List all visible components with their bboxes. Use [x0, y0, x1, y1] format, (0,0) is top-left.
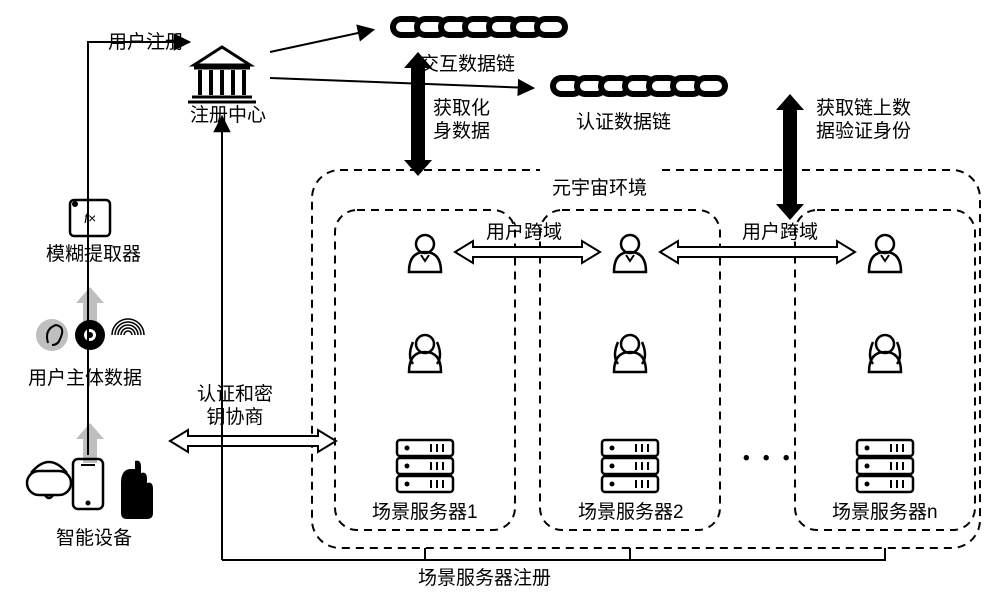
- label-server2: 场景服务器2: [578, 502, 684, 525]
- label-user-cross1: 用户跨域: [486, 222, 562, 245]
- phone-icon: [73, 459, 103, 509]
- label-reg-center: 注册中心: [190, 105, 266, 128]
- label-chain-interact: 交互数据链: [420, 54, 515, 77]
- scene2-icons: [602, 235, 658, 492]
- chain-interact-icon: [390, 16, 568, 38]
- label-fetch-verify: 获取链上数 据验证身份: [816, 98, 911, 144]
- svg-text:f×: f×: [84, 210, 96, 226]
- label-chain-auth: 认证数据链: [576, 112, 671, 135]
- label-auth-key: 认证和密 钥协商: [197, 384, 273, 430]
- label-servern: 场景服务器n: [832, 502, 938, 525]
- eye-icon: [75, 320, 105, 350]
- scene3-icons: [857, 235, 913, 492]
- label-user-data: 用户主体数据: [28, 368, 142, 391]
- vr-headset-icon: [27, 462, 71, 498]
- label-ellipsis: • • •: [743, 448, 794, 471]
- glove-icon: [121, 461, 153, 519]
- label-smart-dev: 智能设备: [56, 528, 132, 551]
- scene1-icons: [397, 235, 453, 492]
- fingerprint-icon: [112, 319, 144, 335]
- arrow-dev-to-bio: [76, 423, 104, 463]
- line-server-register: [222, 548, 885, 560]
- arrow-reg-to-chain2: [270, 78, 532, 88]
- label-metaverse: 元宇宙环境: [552, 178, 647, 201]
- label-user-register: 用户注册: [108, 32, 184, 55]
- label-user-cross2: 用户跨域: [742, 222, 818, 245]
- arrow-reg-to-chain1: [270, 30, 372, 52]
- chain-auth-icon: [550, 75, 728, 97]
- label-server1: 场景服务器1: [372, 502, 478, 525]
- label-fetch-avatar: 获取化 身数据: [433, 98, 490, 144]
- label-fuzzy: 模糊提取器: [46, 244, 141, 267]
- label-server-register: 场景服务器注册: [418, 568, 551, 591]
- glove-icon: [121, 461, 153, 519]
- ear-icon: [36, 319, 68, 351]
